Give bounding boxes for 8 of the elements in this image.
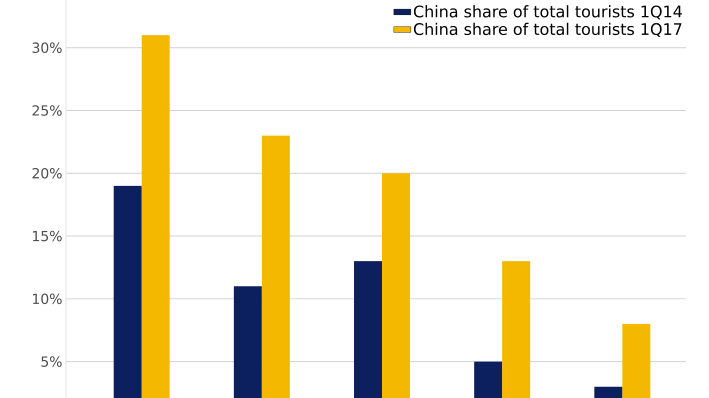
y-tick-label: 10% [33, 294, 62, 304]
y-tick-label: 15% [33, 230, 62, 242]
y-tick-label: 20% [32, 168, 62, 179]
y-tick-label: 5% [41, 356, 62, 367]
y-tick-label: 25% [32, 105, 62, 116]
y-tick-label: 30% [32, 42, 62, 53]
legend-label: China share of total tourists 1Q17 [414, 22, 682, 37]
legend-label: China share of total tourists 1Q14 [414, 5, 682, 20]
